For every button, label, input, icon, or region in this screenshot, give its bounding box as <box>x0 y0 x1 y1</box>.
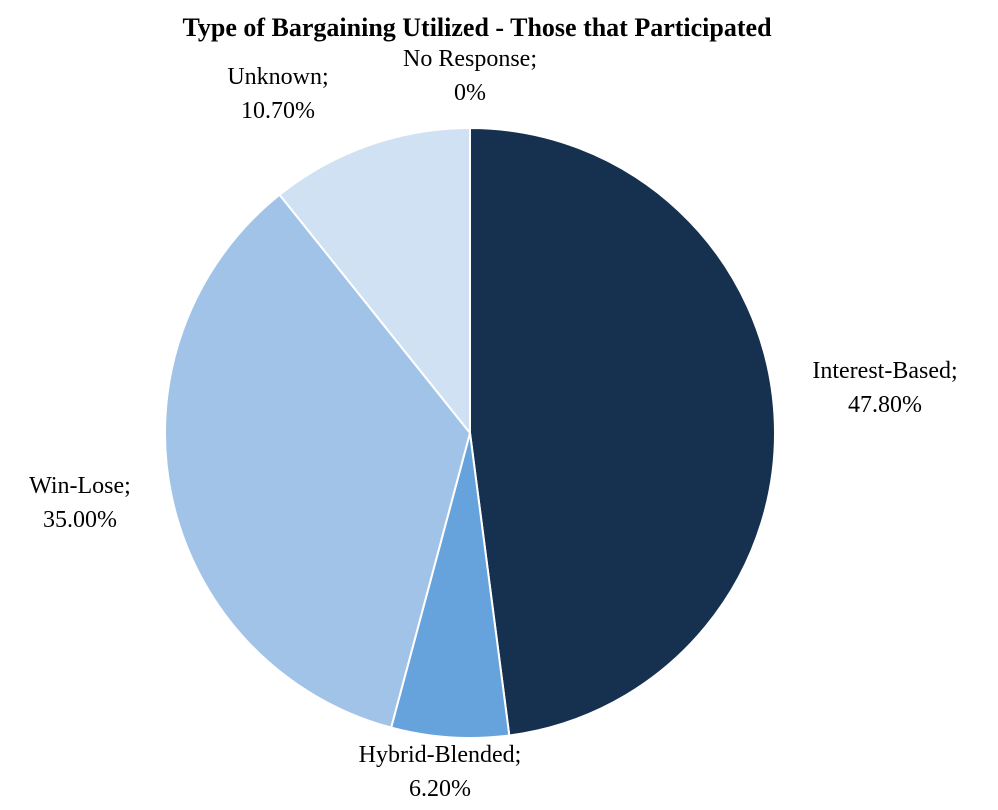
pie-slice <box>278 126 471 436</box>
value-label: 0% <box>454 80 486 106</box>
value-label: 10.70% <box>241 98 315 124</box>
category-label: Hybrid-Blended; <box>359 742 522 768</box>
pie-slice <box>469 126 776 737</box>
category-label: Unknown; <box>227 64 328 90</box>
category-label: Interest-Based; <box>812 358 957 384</box>
pie-slice <box>164 193 472 729</box>
category-label: Win-Lose; <box>29 473 131 499</box>
value-label: 6.20% <box>409 776 471 802</box>
category-label: No Response; <box>403 46 537 72</box>
chart-title: Type of Bargaining Utilized - Those that… <box>182 13 772 42</box>
pie-slice <box>389 432 511 739</box>
value-label: 47.80% <box>848 392 922 418</box>
value-label: 35.00% <box>43 507 117 533</box>
